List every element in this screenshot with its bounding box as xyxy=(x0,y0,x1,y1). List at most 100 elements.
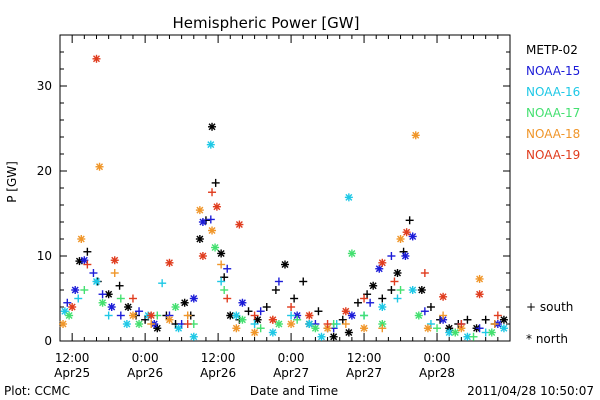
data-point-south xyxy=(393,294,402,303)
legend-item-noaa-19: NOAA-19 xyxy=(526,148,580,162)
data-point-north xyxy=(375,264,384,273)
data-point-north xyxy=(344,328,353,337)
data-point-north xyxy=(499,315,508,324)
data-point-north xyxy=(411,131,420,140)
data-point-north xyxy=(165,315,174,324)
data-point-south xyxy=(338,315,347,324)
data-point-north xyxy=(268,328,277,337)
data-point-north xyxy=(92,277,101,286)
data-point-north xyxy=(253,315,262,324)
data-point-south xyxy=(223,264,232,273)
x-tick-label-date: Apr25 xyxy=(54,366,90,380)
data-point-north xyxy=(293,311,302,320)
data-point-south xyxy=(83,260,92,269)
data-point-north xyxy=(268,315,277,324)
data-point-south xyxy=(110,269,119,277)
data-point-south xyxy=(341,320,350,328)
data-point-south xyxy=(256,324,265,333)
data-point-north xyxy=(487,328,496,337)
data-point-north xyxy=(235,220,244,229)
data-point-north xyxy=(281,260,289,269)
legend-item-noaa-18: NOAA-18 xyxy=(526,127,580,141)
data-point-north xyxy=(238,315,247,324)
data-point-north xyxy=(180,298,189,307)
data-point-south xyxy=(211,178,220,187)
data-point-south xyxy=(378,294,387,303)
footer-plot-credit: Plot: CCMC xyxy=(4,384,70,398)
x-tick-label-time: 12:00 xyxy=(347,351,382,365)
x-tick-label-time: 0:00 xyxy=(132,351,159,365)
data-point-south xyxy=(323,320,332,328)
data-point-north xyxy=(378,303,387,311)
y-tick-label: 30 xyxy=(37,79,52,93)
data-point-south xyxy=(299,277,308,286)
data-point-north xyxy=(393,269,402,277)
y-axis-label: P [GW] xyxy=(5,161,19,203)
data-point-north xyxy=(217,249,226,258)
data-point-south xyxy=(116,311,125,320)
data-point-north xyxy=(211,243,220,252)
data-point-south xyxy=(147,320,156,328)
x-tick-label-date: Apr28 xyxy=(419,366,455,380)
data-point-south xyxy=(420,269,429,277)
data-marks xyxy=(59,54,508,341)
data-point-north xyxy=(77,235,86,243)
data-point-north xyxy=(128,311,137,320)
data-point-north xyxy=(135,320,144,328)
legend-item-noaa-16: NOAA-16 xyxy=(526,85,580,99)
data-point-north xyxy=(232,311,241,320)
data-point-south xyxy=(390,277,399,286)
data-point-north xyxy=(305,320,314,328)
data-point-north xyxy=(417,286,426,294)
data-point-north xyxy=(329,332,338,341)
legend: METP-02 NOAA-15 NOAA-16 NOAA-17 NOAA-18 NOAA-… xyxy=(526,43,580,162)
x-tick-label-time: 0:00 xyxy=(278,351,305,365)
data-point-north xyxy=(401,252,410,260)
data-point-north xyxy=(408,286,417,294)
data-point-north xyxy=(439,292,448,301)
data-point-north xyxy=(408,232,417,241)
data-point-south xyxy=(457,320,466,328)
data-point-north xyxy=(195,206,204,215)
data-point-north xyxy=(341,307,350,316)
data-point-south xyxy=(420,307,429,316)
data-point-south xyxy=(135,307,144,316)
data-point-south xyxy=(141,315,150,324)
data-point-north xyxy=(198,218,207,226)
series-metp-02 xyxy=(75,122,508,341)
data-point-north xyxy=(68,303,77,311)
data-point-north xyxy=(171,303,180,311)
x-tick-label-date: Apr26 xyxy=(127,366,163,380)
data-point-north xyxy=(110,256,119,265)
data-point-north xyxy=(305,311,314,320)
data-point-south xyxy=(208,188,217,197)
data-point-south xyxy=(363,290,372,299)
data-point-north xyxy=(195,235,204,243)
data-point-north xyxy=(80,256,89,265)
x-axis: 12:00Apr250:00Apr2612:00Apr260:00Apr2712… xyxy=(54,35,511,380)
data-point-north xyxy=(59,320,68,328)
data-point-north xyxy=(360,324,369,333)
x-tick-label-time: 12:00 xyxy=(55,351,90,365)
data-point-south xyxy=(244,307,253,316)
data-point-north xyxy=(287,320,296,328)
data-point-south xyxy=(360,311,369,320)
data-point-north xyxy=(232,324,241,333)
y-tick-label: 10 xyxy=(37,249,52,263)
data-point-south xyxy=(262,303,271,311)
data-point-north xyxy=(445,328,454,337)
data-point-south xyxy=(183,311,192,320)
data-point-south xyxy=(314,307,323,316)
data-point-south xyxy=(116,294,125,303)
data-point-north xyxy=(92,54,101,63)
data-point-north xyxy=(475,290,484,299)
series-noaa-19 xyxy=(68,54,502,328)
y-tick-label: 0 xyxy=(44,334,52,348)
data-point-south xyxy=(387,252,396,260)
data-point-south xyxy=(115,281,124,290)
data-point-south xyxy=(426,320,435,328)
data-point-south xyxy=(220,286,229,294)
data-point-south xyxy=(183,320,192,328)
legend-item-metp-02: METP-02 xyxy=(526,43,578,57)
